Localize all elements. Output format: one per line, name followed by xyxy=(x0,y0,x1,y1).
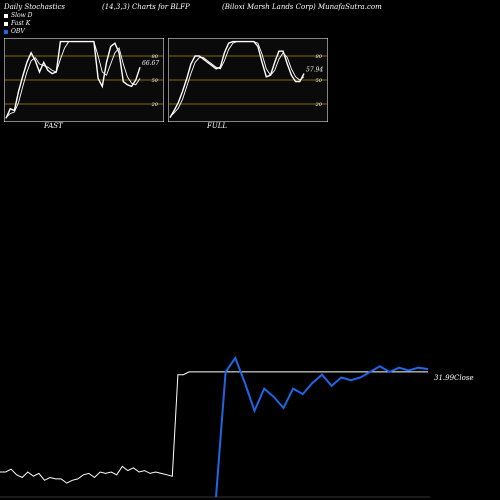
legend-fast-k: Fast K xyxy=(4,20,30,27)
fast-level-label-50: 50 xyxy=(152,78,159,84)
full-level-label-80: 80 xyxy=(316,54,323,60)
full-last-value: 57.94 xyxy=(306,67,323,74)
fast-stochastic-panel: 80 50 20 66.67 xyxy=(4,38,164,122)
legend-label-slow-d: Slow D xyxy=(11,12,33,19)
legend-label-fast-k: Fast K xyxy=(11,20,31,27)
legend-slow-d: Slow D xyxy=(4,12,33,19)
fast-slow-d-line xyxy=(5,41,141,118)
full-panel-label: FULL xyxy=(207,122,228,130)
full-slow-d-line xyxy=(169,41,305,118)
price-last-value: 31.99 xyxy=(434,374,455,382)
legend-obv: OBV xyxy=(4,28,25,35)
fast-level-label-20: 20 xyxy=(151,102,159,108)
header-right: (Biloxi Marsh Lands Corp) MunafaSutra.co… xyxy=(222,3,382,11)
price-last-suffix: Close xyxy=(454,374,474,382)
obv-line xyxy=(215,355,429,498)
fast-panel-label: FAST xyxy=(44,122,63,130)
header-center: (14,3,3) Charts for BLFP xyxy=(102,3,190,11)
fast-last-value: 66.67 xyxy=(142,60,159,67)
full-level-label-20: 20 xyxy=(315,102,323,108)
legend-swatch-slow-d xyxy=(4,13,8,18)
obv-price-chart: 31.99Close xyxy=(0,355,474,498)
legend-label-obv: OBV xyxy=(11,28,25,35)
full-level-label-50: 50 xyxy=(316,78,323,84)
full-stochastic-panel: 80 50 20 57.94 xyxy=(168,38,328,122)
legend-swatch-obv xyxy=(4,29,8,34)
price-last-label: 31.99Close xyxy=(434,374,474,382)
fast-level-label-80: 80 xyxy=(152,54,159,60)
header-left: Daily Stochastics xyxy=(4,3,66,11)
price-close-line xyxy=(0,371,428,484)
legend-swatch-fast-k xyxy=(4,21,8,26)
